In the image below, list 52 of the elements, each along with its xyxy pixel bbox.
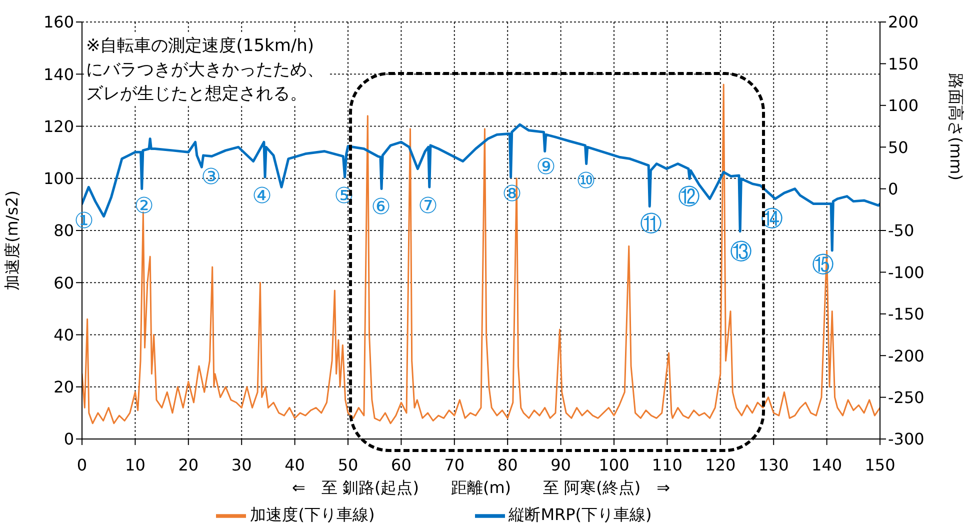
x-tick-label: 80 bbox=[497, 455, 518, 474]
x-tick-label: 130 bbox=[758, 455, 789, 474]
annotation: ※自転車の測定速度(15km/h)にバラつきが大きかったため、ズレが生じたと想定される。 bbox=[86, 34, 330, 106]
legend-label: 加速度(下り車線) bbox=[250, 505, 375, 524]
x-tick-label: 140 bbox=[812, 455, 842, 474]
x-tick-label: 10 bbox=[125, 455, 146, 474]
annotation: ⑩ bbox=[575, 168, 597, 196]
y-tick-label: 40 bbox=[54, 325, 74, 344]
annotation: ⑫ bbox=[677, 184, 701, 212]
x-tick-label: 60 bbox=[391, 455, 412, 474]
x-tick-label: 110 bbox=[652, 455, 682, 474]
y2-tick-label: 0 bbox=[888, 179, 898, 198]
legend-label: 縦断MRP(下り車線) bbox=[508, 505, 652, 524]
y-tick-label: 20 bbox=[54, 378, 74, 397]
y2-tick-label: -200 bbox=[888, 346, 924, 366]
y2-tick-label: 150 bbox=[888, 54, 919, 74]
y-tick-label: 80 bbox=[54, 221, 74, 240]
annotation: ⑦ bbox=[417, 193, 439, 221]
annotation: ⑥ bbox=[370, 194, 392, 222]
y-tick-label: 60 bbox=[54, 273, 74, 292]
x-tick-label: 20 bbox=[178, 455, 199, 474]
y2-tick-label: -100 bbox=[888, 262, 924, 282]
x-tick-label: 120 bbox=[705, 455, 736, 474]
annotation: ⑨ bbox=[535, 154, 557, 182]
y-tick-label: 0 bbox=[64, 430, 74, 449]
x-tick-label: 50 bbox=[338, 455, 358, 474]
y-axis-title: 加速度(m/s2) bbox=[2, 190, 22, 290]
x-tick-label: 100 bbox=[598, 455, 630, 474]
x-tick-label: 150 bbox=[864, 455, 896, 474]
annotation: ② bbox=[133, 193, 155, 221]
y-tick-label: 160 bbox=[43, 12, 74, 32]
y2-tick-label: -50 bbox=[888, 221, 914, 240]
x-tick-label: 90 bbox=[550, 455, 571, 474]
x-axis-title: ⇐ 至 釧路(起点) 距離(m) 至 阿寒(終点) ⇒ bbox=[292, 478, 670, 497]
y2-axis-title: 路面高さ(mm) bbox=[946, 72, 966, 180]
x-tick-label: 70 bbox=[444, 455, 465, 474]
y-tick-label: 140 bbox=[43, 64, 74, 84]
annotation: ④ bbox=[251, 183, 273, 211]
x-tick-label: 40 bbox=[284, 455, 305, 474]
y2-tick-label: 100 bbox=[888, 96, 919, 116]
y-tick-label: 100 bbox=[43, 169, 74, 188]
x-tick-label: 0 bbox=[76, 455, 88, 474]
y-tick-label: 120 bbox=[43, 116, 74, 136]
y2-tick-label: -300 bbox=[888, 430, 924, 449]
x-tick-label: 30 bbox=[231, 455, 252, 474]
annotation: ⑬ bbox=[729, 239, 753, 267]
annotation: ③ bbox=[200, 164, 222, 192]
y2-tick-label: -150 bbox=[888, 304, 924, 324]
annotation: ⑪ bbox=[639, 211, 663, 239]
y2-tick-label: -250 bbox=[888, 388, 924, 407]
y2-tick-label: 200 bbox=[888, 12, 919, 32]
y2-tick-label: 50 bbox=[888, 138, 908, 157]
